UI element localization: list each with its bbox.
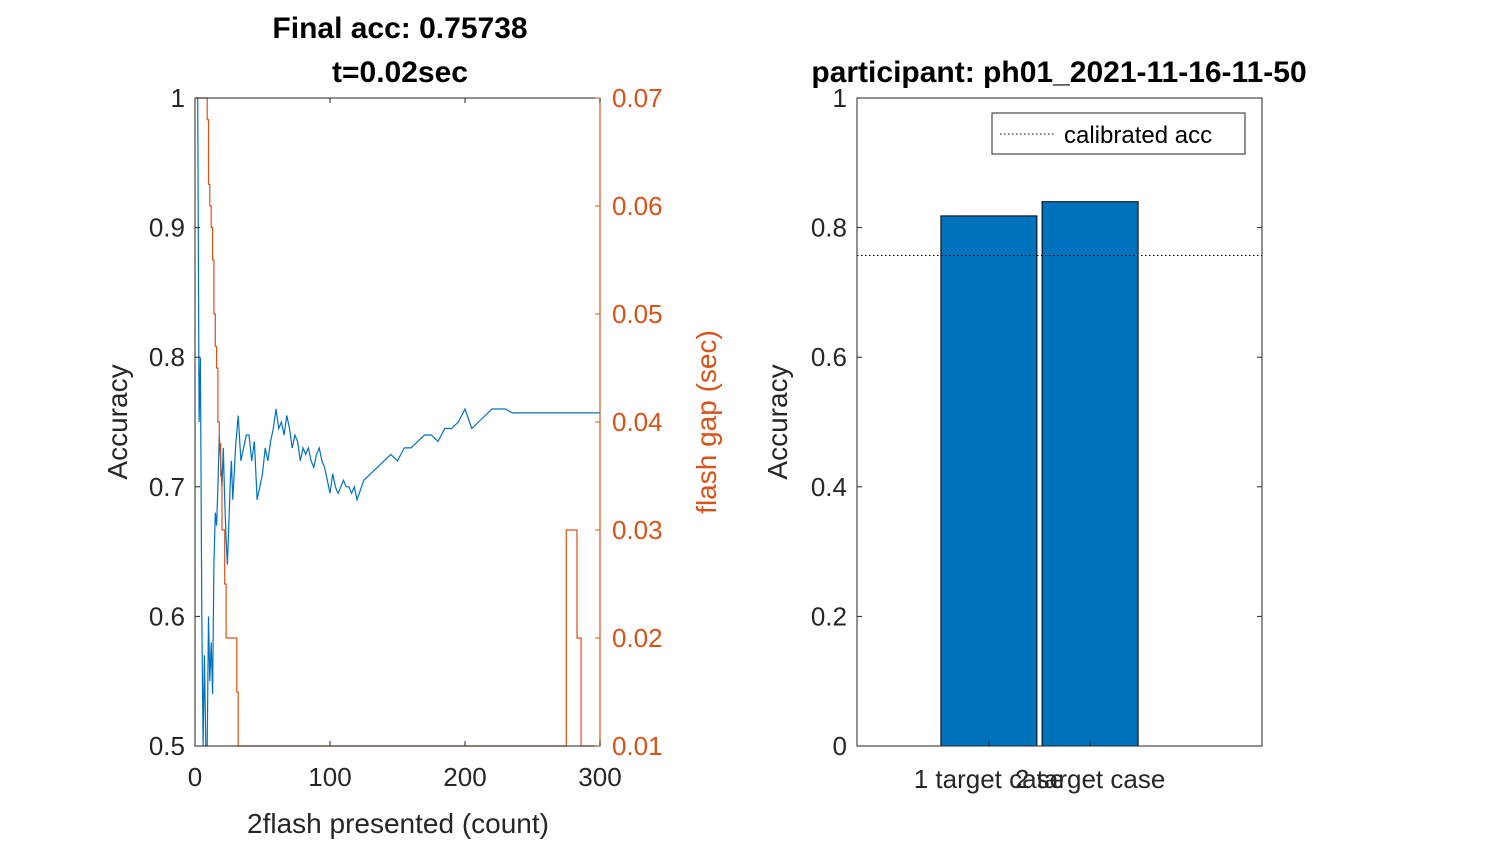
bar-y-tick-label: 0.6 (811, 342, 847, 372)
left-y-tick-label: 0.9 (149, 213, 185, 243)
legend-label: calibrated acc (1064, 122, 1212, 149)
bar-group (940, 201, 1139, 747)
left-chart: Final acc: 0.75738 t=0.02sec 0 100 200 300 … (102, 12, 722, 839)
left-y-tick-label: 0.6 (149, 601, 185, 631)
bar-y-tick-label: 0 (833, 731, 847, 761)
left-series-group (196, 97, 600, 747)
left-y-tick-label: 0.5 (149, 731, 185, 761)
left-y-axis-label: Accuracy (102, 364, 133, 479)
right-y-tick-label: 0.07 (612, 83, 663, 113)
bar-y-tick-label: 1 (833, 83, 847, 113)
left-y-tick-label: 1 (171, 83, 185, 113)
left-right-y-ticks: 0.01 0.02 0.03 0.04 0.05 0.06 0.07 (595, 83, 663, 761)
left-x-tick-label: 100 (308, 762, 351, 792)
right-y-tick-label: 0.05 (612, 299, 663, 329)
bar-x-tick-label: 1 target case (914, 764, 1064, 794)
left-y-ticks: 0.5 0.6 0.7 0.8 0.9 1 (149, 83, 200, 761)
right-plot-frame (856, 97, 1263, 747)
left-chart-title: Final acc: 0.75738 (272, 12, 527, 45)
bar-y-tick-label: 0.8 (811, 213, 847, 243)
right-y-axis-label-bar: Accuracy (762, 364, 793, 479)
bar (1041, 201, 1139, 747)
bar-x-tick-label: 2 target case (1015, 764, 1165, 794)
bar (940, 215, 1038, 747)
left-y-tick-label: 0.7 (149, 472, 185, 502)
right-y-tick-label: 0.03 (612, 515, 663, 545)
left-plot-frame (194, 97, 601, 747)
right-y-tick-label: 0.02 (612, 623, 663, 653)
left-x-ticks: 0 100 200 300 (188, 98, 622, 792)
right-y-tick-label: 0.06 (612, 191, 663, 221)
left-y-tick-label: 0.8 (149, 342, 185, 372)
right-y-axis-label: flash gap (sec) (691, 330, 722, 514)
right-chart-title: participant: ph01_2021-11-16-11-50 (811, 56, 1306, 89)
right-y-tick-label: 0.01 (612, 731, 663, 761)
accuracy-line (196, 97, 600, 747)
left-chart-subtitle: t=0.02sec (332, 56, 468, 89)
right-y-tick-label: 0.04 (612, 407, 663, 437)
right-y-ticks: 0 0.2 0.4 0.6 0.8 1 (811, 83, 1262, 761)
left-x-tick-label: 200 (443, 762, 486, 792)
legend-box (991, 112, 1246, 155)
left-x-tick-label: 300 (578, 762, 621, 792)
bar-y-tick-label: 0.2 (811, 601, 847, 631)
left-x-axis-label: 2flash presented (count) (247, 808, 549, 839)
left-x-tick-label: 0 (188, 762, 202, 792)
right-chart: participant: ph01_2021-11-16-11-50 00.20… (762, 56, 1307, 794)
legend: calibrated acc (991, 112, 1246, 155)
bar-y-tick-label: 0.4 (811, 472, 847, 502)
flash-gap-line (196, 97, 600, 747)
